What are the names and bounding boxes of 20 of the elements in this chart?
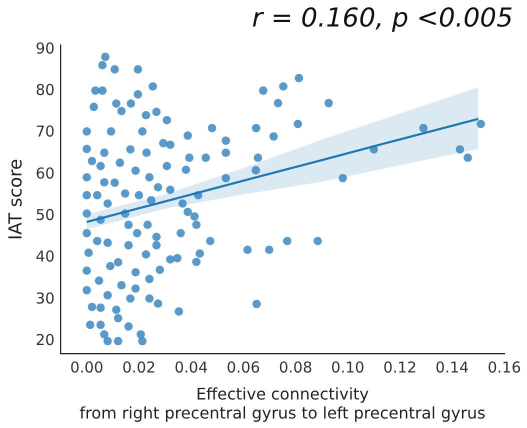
y-tick-label: 80	[36, 80, 55, 99]
x-tick-label: 0.08	[278, 358, 312, 376]
chart-title: r = 0.160, p <0.005	[252, 3, 513, 34]
y-tick-label: 60	[36, 164, 55, 182]
x-tick-label: 0.14	[435, 358, 469, 376]
y-tick-label: 70	[36, 122, 55, 141]
x-tick-label: 0.04	[174, 358, 208, 376]
y-tick-label: 40	[36, 248, 55, 266]
x-tick-label: 0.02	[122, 358, 156, 376]
y-tick-label: 90	[36, 39, 55, 58]
y-tick-label: 30	[36, 289, 55, 308]
x-tick-label: 0.16	[488, 358, 522, 376]
x-tick-label: 0.06	[226, 358, 260, 376]
y-tick-label: 50	[36, 206, 55, 224]
x-tick-label: 0.10	[331, 358, 364, 376]
x-tick-label: 0.12	[383, 358, 417, 376]
y-tick-label: 20	[36, 330, 55, 349]
x-tick-label: 0.00	[70, 358, 104, 376]
y-axis-title: IAT score	[5, 158, 26, 240]
x-axis-title: Effective connectivity from right precentral gyrus to left precentral gyrus	[80, 384, 486, 423]
